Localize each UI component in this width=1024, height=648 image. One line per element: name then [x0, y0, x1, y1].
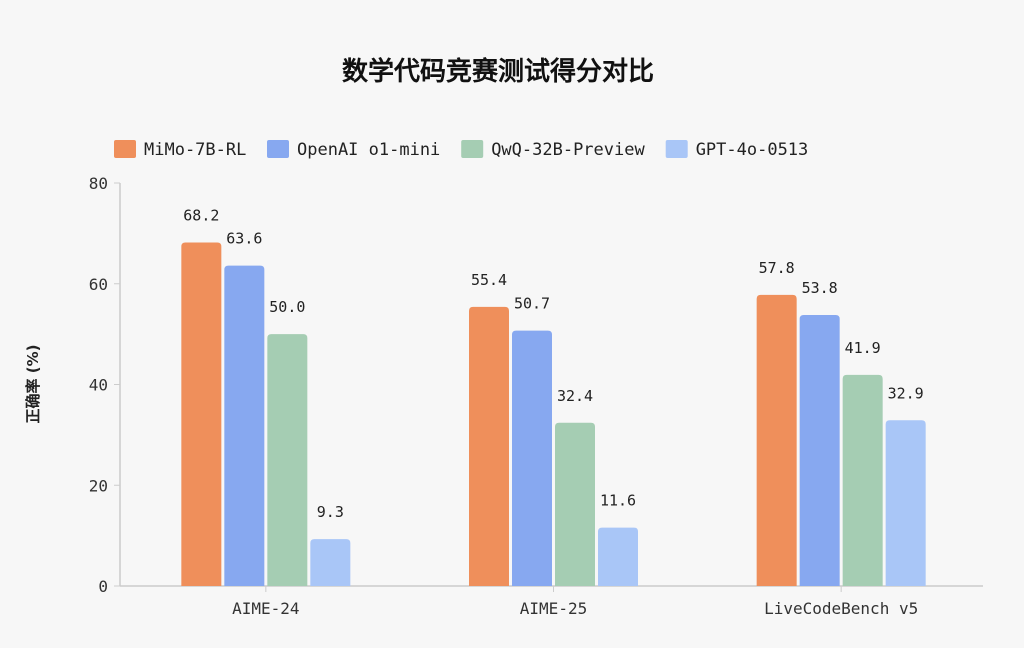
- y-axis-label: 正确率 (%): [24, 345, 42, 424]
- axes: 0 20 40 60 80 AIME-24 AIME-25 LiveCodeBench v5: [89, 174, 983, 618]
- x-tick-label: AIME-25: [520, 599, 587, 618]
- data-label: 53.8: [802, 279, 838, 297]
- chart-title: 数学代码竞赛测试得分对比: [342, 56, 654, 87]
- bar: [224, 265, 265, 586]
- data-label: 50.0: [269, 298, 305, 316]
- data-label: 32.9: [888, 384, 924, 402]
- bar: [267, 334, 308, 586]
- data-label: 55.4: [471, 271, 507, 289]
- x-tick-label: AIME-24: [232, 599, 299, 618]
- legend-swatch: [114, 140, 136, 158]
- data-label: 50.7: [514, 295, 550, 313]
- data-label: 32.4: [557, 387, 593, 405]
- bar: [555, 422, 595, 586]
- bar: [598, 527, 638, 586]
- data-label: 9.3: [317, 503, 344, 521]
- bar: [512, 330, 552, 586]
- data-label: 68.2: [183, 206, 219, 224]
- legend-swatch: [267, 140, 289, 158]
- legend-label: OpenAI o1-mini: [297, 140, 440, 160]
- bar: [799, 314, 840, 586]
- data-label: 41.9: [845, 339, 881, 357]
- bars: 68.2 63.6 50.0 9.3 55.4 50.7 32.4 11.6 57.8 53.8 4…: [181, 206, 926, 586]
- data-label: 57.8: [759, 259, 795, 277]
- bar: [181, 242, 222, 586]
- bar: [756, 294, 797, 586]
- bar: [469, 306, 509, 586]
- legend-label: GPT-4o-0513: [696, 140, 809, 160]
- y-tick-label: 20: [89, 476, 108, 495]
- data-label: 11.6: [600, 492, 636, 510]
- legend-swatch: [665, 140, 688, 158]
- bar: [842, 374, 883, 586]
- bar: [310, 539, 351, 586]
- x-tick-label: LiveCodeBench v5: [764, 599, 918, 618]
- data-label: 63.6: [226, 230, 262, 248]
- legend: MiMo-7B-RL OpenAI o1-mini QwQ-32B-Preview G…: [114, 140, 808, 160]
- legend-swatch: [461, 140, 484, 158]
- y-tick-label: 80: [89, 174, 108, 193]
- legend-label: QwQ-32B-Preview: [491, 140, 645, 160]
- y-tick-label: 0: [98, 577, 108, 596]
- legend-label: MiMo-7B-RL: [144, 140, 246, 160]
- bar: [885, 420, 926, 586]
- y-tick-label: 60: [89, 275, 108, 294]
- y-tick-label: 40: [89, 376, 108, 395]
